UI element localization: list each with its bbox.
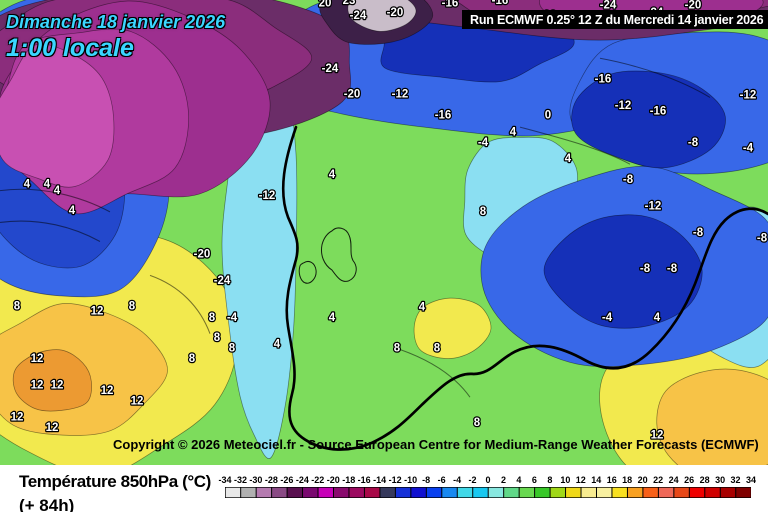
svg-text:8: 8 <box>209 310 216 324</box>
svg-text:-12: -12 <box>645 198 662 212</box>
svg-text:-8: -8 <box>667 261 678 275</box>
svg-text:8: 8 <box>434 340 441 354</box>
svg-text:-4: -4 <box>743 140 754 154</box>
svg-text:23: 23 <box>343 0 356 7</box>
svg-text:-16: -16 <box>650 103 667 117</box>
svg-text:-12: -12 <box>740 87 757 101</box>
svg-text:4: 4 <box>24 176 31 190</box>
svg-text:8: 8 <box>214 330 221 344</box>
svg-text:4: 4 <box>419 299 426 313</box>
svg-text:4: 4 <box>274 336 281 350</box>
svg-text:-4: -4 <box>227 310 238 324</box>
svg-text:-8: -8 <box>623 172 634 186</box>
svg-text:-12: -12 <box>615 98 632 112</box>
svg-text:12: 12 <box>101 383 114 397</box>
svg-text:-8: -8 <box>757 230 768 244</box>
svg-text:-12: -12 <box>259 188 276 202</box>
svg-text:8: 8 <box>229 340 236 354</box>
svg-text:-12: -12 <box>392 86 409 100</box>
svg-text:4: 4 <box>654 310 661 324</box>
svg-text:4: 4 <box>329 310 336 324</box>
svg-text:8: 8 <box>394 340 401 354</box>
svg-text:8: 8 <box>480 204 487 218</box>
svg-text:8: 8 <box>14 298 21 312</box>
svg-text:4: 4 <box>565 151 572 165</box>
svg-text:8: 8 <box>129 298 136 312</box>
svg-text:-20: -20 <box>387 5 404 19</box>
svg-text:12: 12 <box>31 377 44 391</box>
svg-text:-16: -16 <box>435 107 452 121</box>
svg-text:4: 4 <box>329 167 336 181</box>
svg-text:4: 4 <box>44 176 51 190</box>
svg-text:12: 12 <box>31 351 44 365</box>
svg-text:12: 12 <box>46 420 59 434</box>
svg-text:12: 12 <box>51 377 64 391</box>
svg-text:-24: -24 <box>214 273 231 287</box>
svg-text:12: 12 <box>91 303 104 317</box>
svg-text:12: 12 <box>131 393 144 407</box>
svg-text:-16: -16 <box>442 0 459 9</box>
svg-text:-20: -20 <box>194 246 211 260</box>
svg-text:8: 8 <box>189 351 196 365</box>
svg-text:-8: -8 <box>688 135 699 149</box>
svg-text:8: 8 <box>474 414 481 428</box>
svg-text:-16: -16 <box>492 0 509 7</box>
svg-text:-8: -8 <box>640 261 651 275</box>
svg-text:-16: -16 <box>595 71 612 85</box>
svg-text:-4: -4 <box>602 310 613 324</box>
svg-text:4: 4 <box>510 124 517 138</box>
svg-text:-8: -8 <box>693 225 704 239</box>
svg-text:-20: -20 <box>344 86 361 100</box>
svg-text:4: 4 <box>69 203 76 217</box>
svg-text:0: 0 <box>545 107 552 121</box>
svg-text:4: 4 <box>54 183 61 197</box>
svg-text:-24: -24 <box>322 61 339 75</box>
svg-text:-4: -4 <box>478 135 489 149</box>
svg-text:20: 20 <box>319 0 332 9</box>
svg-text:-24: -24 <box>350 8 367 22</box>
svg-text:12: 12 <box>11 409 24 423</box>
